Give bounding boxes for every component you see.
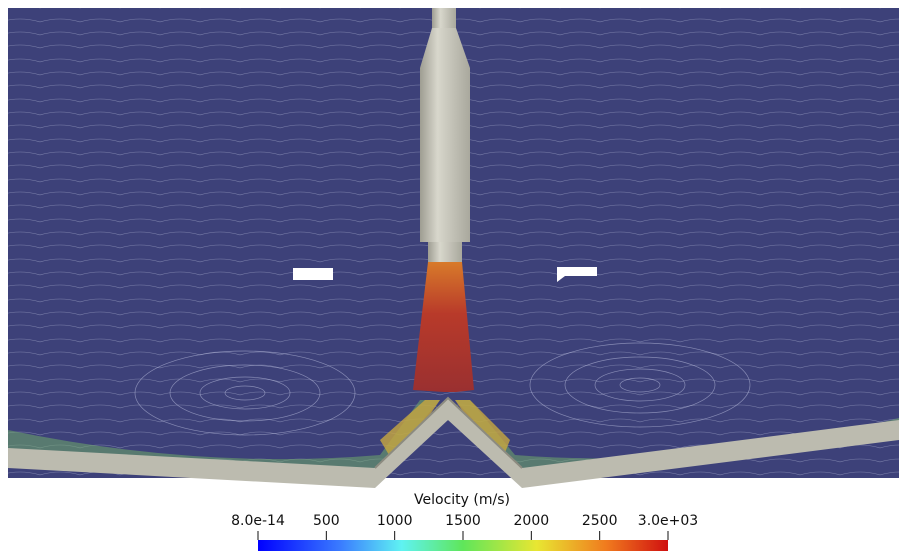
colorbar: Velocity (m/s) 8.0e-14 500 1000 1500 2000 250… bbox=[231, 492, 698, 551]
colorbar-tick-label: 1500 bbox=[445, 513, 481, 529]
colorbar-gradient bbox=[258, 540, 668, 551]
colorbar-title: Velocity (m/s) bbox=[414, 492, 510, 508]
colorbar-tick-label: 2000 bbox=[514, 513, 550, 529]
colorbar-tick-label: 500 bbox=[313, 513, 340, 529]
colorbar-tick-label: 8.0e-14 bbox=[231, 513, 285, 529]
colorbar-tick-label: 3.0e+03 bbox=[638, 513, 698, 529]
viewport: Velocity (m/s) 8.0e-14 500 1000 1500 2000 250… bbox=[0, 0, 907, 551]
colorbar-tick-label: 2500 bbox=[582, 513, 618, 529]
colorbar-tick-label: 1000 bbox=[377, 513, 413, 529]
scene: Velocity (m/s) 8.0e-14 500 1000 1500 2000 250… bbox=[0, 0, 907, 551]
